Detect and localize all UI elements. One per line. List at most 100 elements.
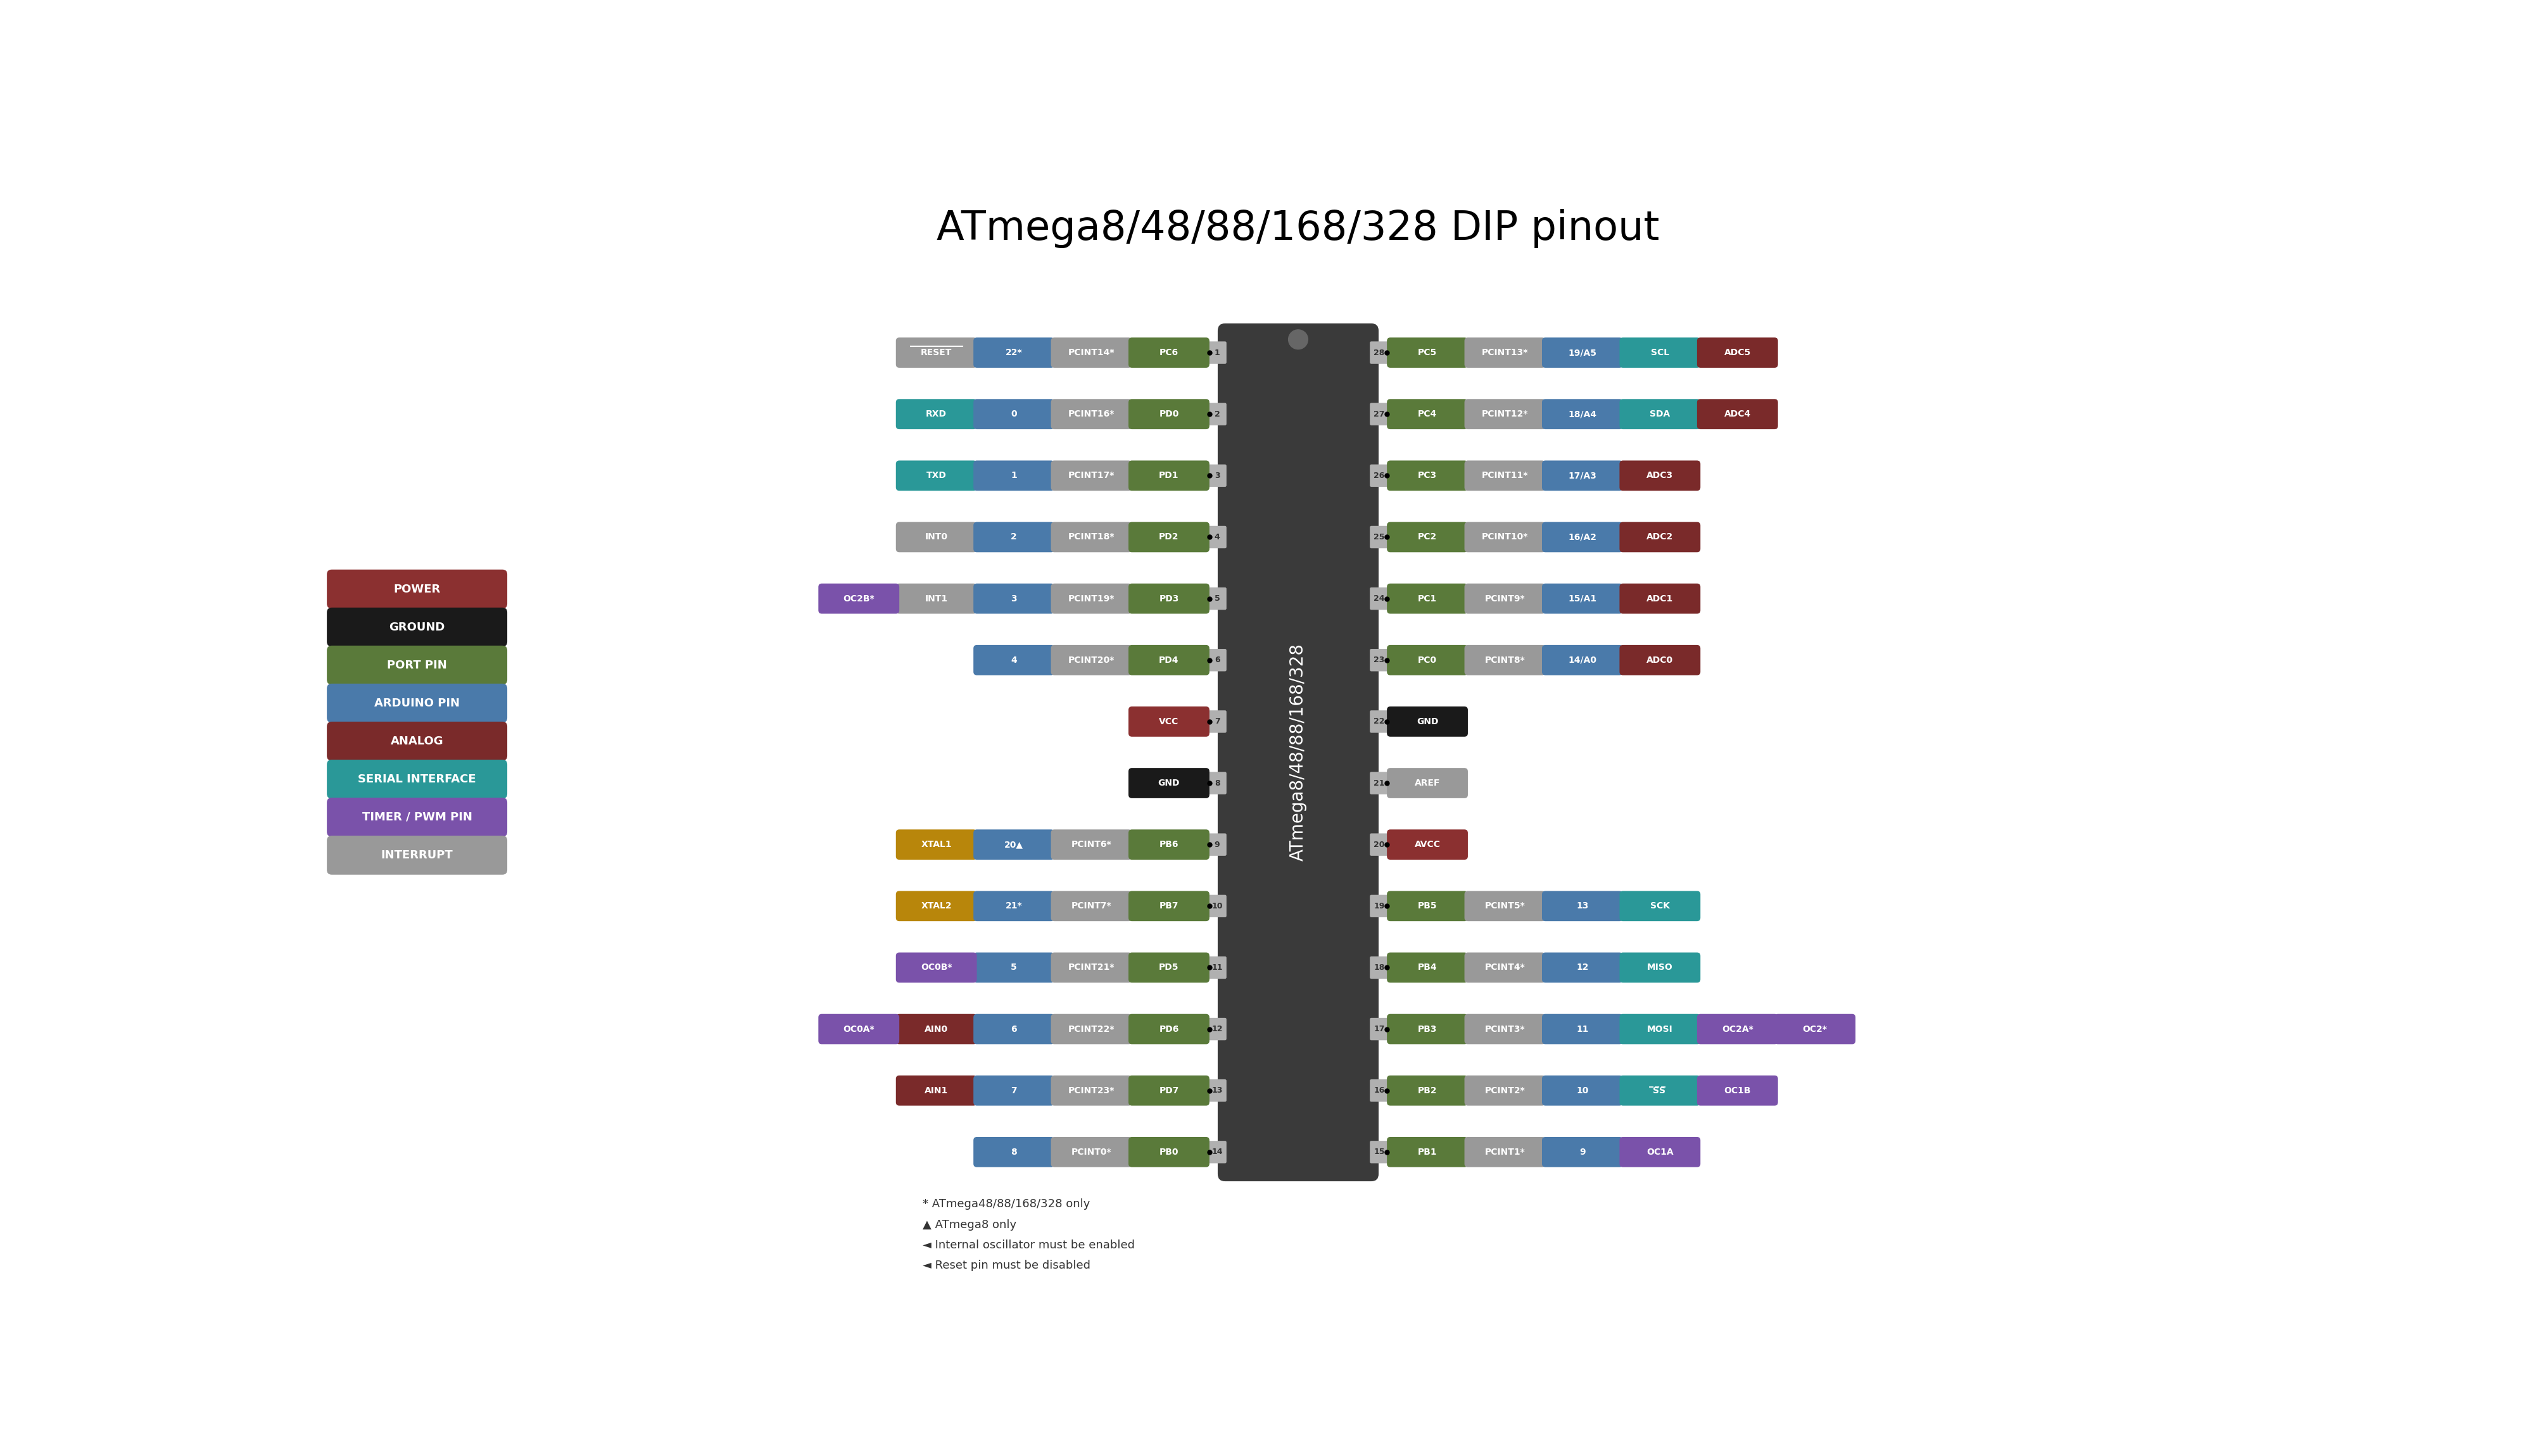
Text: INT1: INT1 (925, 594, 947, 603)
FancyBboxPatch shape (1370, 341, 1388, 364)
Text: 25: 25 (1373, 533, 1386, 542)
FancyBboxPatch shape (1208, 587, 1226, 610)
Text: PB6: PB6 (1160, 840, 1178, 849)
FancyBboxPatch shape (1130, 645, 1208, 676)
FancyBboxPatch shape (1543, 399, 1624, 430)
FancyBboxPatch shape (1697, 338, 1778, 368)
Text: POWER: POWER (393, 584, 441, 594)
FancyBboxPatch shape (973, 399, 1054, 430)
FancyBboxPatch shape (973, 460, 1054, 491)
Text: SERIAL INTERFACE: SERIAL INTERFACE (357, 773, 476, 785)
Text: ̅S̅S̅: ̅S̅S̅ (1654, 1086, 1667, 1095)
FancyBboxPatch shape (1051, 1076, 1132, 1105)
Text: PCINT14*: PCINT14* (1069, 348, 1115, 357)
Text: 28: 28 (1373, 348, 1386, 357)
FancyBboxPatch shape (1388, 584, 1467, 614)
Text: PD4: PD4 (1160, 655, 1178, 664)
FancyBboxPatch shape (1130, 399, 1208, 430)
FancyBboxPatch shape (1388, 460, 1467, 491)
Text: 22: 22 (1373, 718, 1386, 725)
FancyBboxPatch shape (818, 584, 899, 614)
Text: 6: 6 (1213, 657, 1221, 664)
Text: PB2: PB2 (1418, 1086, 1436, 1095)
Text: PCINT20*: PCINT20* (1069, 655, 1115, 664)
FancyBboxPatch shape (1619, 523, 1700, 552)
Text: OC0B*: OC0B* (919, 962, 952, 973)
Text: AIN0: AIN0 (925, 1025, 947, 1034)
Text: PCINT11*: PCINT11* (1482, 472, 1527, 480)
Text: 15: 15 (1373, 1147, 1386, 1156)
FancyBboxPatch shape (327, 722, 507, 760)
Text: 24: 24 (1373, 594, 1386, 603)
Text: 18: 18 (1373, 964, 1386, 971)
Text: GND: GND (1416, 718, 1439, 727)
FancyBboxPatch shape (1464, 1013, 1545, 1044)
FancyBboxPatch shape (1388, 830, 1467, 859)
FancyBboxPatch shape (1543, 1013, 1624, 1044)
Text: PCINT0*: PCINT0* (1071, 1147, 1112, 1156)
FancyBboxPatch shape (897, 1076, 978, 1105)
FancyBboxPatch shape (897, 523, 978, 552)
FancyBboxPatch shape (1130, 460, 1208, 491)
Text: PCINT8*: PCINT8* (1484, 655, 1525, 664)
Text: VCC: VCC (1160, 718, 1178, 727)
Text: PCINT5*: PCINT5* (1484, 901, 1525, 910)
Text: 19/A5: 19/A5 (1568, 348, 1596, 357)
Text: PCINT21*: PCINT21* (1069, 962, 1115, 973)
Text: 5: 5 (1213, 594, 1221, 603)
FancyBboxPatch shape (1543, 584, 1624, 614)
Text: ADC5: ADC5 (1725, 348, 1750, 357)
FancyBboxPatch shape (1388, 891, 1467, 922)
FancyBboxPatch shape (1051, 1137, 1132, 1168)
FancyBboxPatch shape (973, 830, 1054, 859)
FancyBboxPatch shape (1464, 645, 1545, 676)
FancyBboxPatch shape (973, 584, 1054, 614)
Text: 19: 19 (1373, 901, 1386, 910)
FancyBboxPatch shape (1697, 1013, 1778, 1044)
FancyBboxPatch shape (1464, 523, 1545, 552)
Text: PB3: PB3 (1418, 1025, 1436, 1034)
FancyBboxPatch shape (1619, 399, 1700, 430)
FancyBboxPatch shape (1543, 891, 1624, 922)
Text: ◄ Reset pin must be disabled: ◄ Reset pin must be disabled (922, 1259, 1092, 1271)
FancyBboxPatch shape (1130, 952, 1208, 983)
Text: PCINT13*: PCINT13* (1482, 348, 1527, 357)
Text: PCINT7*: PCINT7* (1071, 901, 1112, 910)
FancyBboxPatch shape (1218, 323, 1378, 1181)
Text: 14/A0: 14/A0 (1568, 655, 1596, 664)
FancyBboxPatch shape (1370, 464, 1388, 486)
FancyBboxPatch shape (1543, 645, 1624, 676)
Text: INT0: INT0 (925, 533, 947, 542)
FancyBboxPatch shape (1697, 399, 1778, 430)
Text: 1: 1 (1011, 472, 1016, 480)
FancyBboxPatch shape (1208, 526, 1226, 549)
Text: PD7: PD7 (1160, 1086, 1178, 1095)
FancyBboxPatch shape (1543, 1137, 1624, 1168)
Text: PB1: PB1 (1418, 1147, 1436, 1156)
FancyBboxPatch shape (1619, 952, 1700, 983)
Text: 2: 2 (1011, 533, 1016, 542)
Text: XTAL1: XTAL1 (922, 840, 952, 849)
FancyBboxPatch shape (1208, 1142, 1226, 1163)
Text: OC1A: OC1A (1646, 1147, 1674, 1156)
Text: ARDUINO PIN: ARDUINO PIN (375, 697, 461, 709)
FancyBboxPatch shape (1388, 1076, 1467, 1105)
FancyBboxPatch shape (897, 399, 978, 430)
FancyBboxPatch shape (1208, 403, 1226, 425)
FancyBboxPatch shape (1388, 338, 1467, 368)
Text: 20▲: 20▲ (1006, 840, 1023, 849)
Text: 22*: 22* (1006, 348, 1023, 357)
Text: OC0A*: OC0A* (843, 1025, 874, 1034)
Text: ▲ ATmega8 only: ▲ ATmega8 only (922, 1219, 1016, 1230)
FancyBboxPatch shape (1051, 399, 1132, 430)
Text: 17/A3: 17/A3 (1568, 472, 1596, 480)
FancyBboxPatch shape (1208, 833, 1226, 856)
Text: ◄ Internal oscillator must be enabled: ◄ Internal oscillator must be enabled (922, 1239, 1135, 1251)
Text: ANALOG: ANALOG (390, 735, 443, 747)
FancyBboxPatch shape (1208, 711, 1226, 732)
Text: 14: 14 (1211, 1147, 1223, 1156)
FancyBboxPatch shape (1130, 1013, 1208, 1044)
Text: PCINT18*: PCINT18* (1069, 533, 1115, 542)
FancyBboxPatch shape (1208, 1079, 1226, 1102)
Text: PCINT19*: PCINT19* (1069, 594, 1115, 603)
